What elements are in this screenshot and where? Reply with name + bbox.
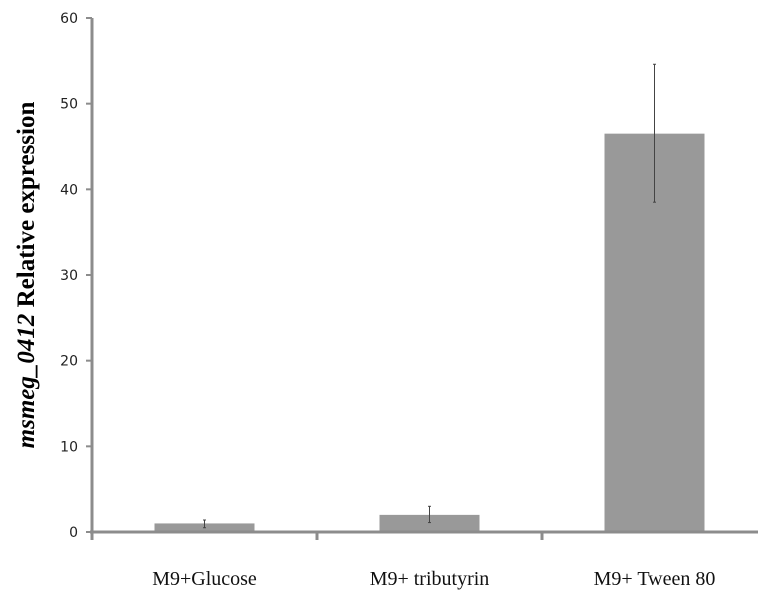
y-ticks-layer: 0 10 20 30 40 50 60 [60, 11, 92, 541]
axes-layer [90, 18, 758, 540]
y-axis-label-gene: msmeg_0412 [13, 314, 40, 449]
error-bar-0 [203, 519, 206, 529]
y-tick-label: 20 [60, 354, 78, 370]
error-bar-1 [428, 505, 431, 524]
error-bar-2 [653, 63, 656, 203]
y-tick-label: 60 [60, 11, 78, 27]
y-tick-label: 10 [60, 439, 78, 455]
x-category-label: M9+Glucose [152, 568, 257, 590]
x-ticks-layer: M9+Glucose M9+ tributyrin M9+ Tween 80 [90, 532, 716, 590]
x-category-label: M9+ Tween 80 [594, 568, 716, 590]
y-axis-label-rest: Relative expression [13, 102, 40, 314]
error-bars-layer [203, 63, 656, 529]
bar-1 [379, 514, 480, 532]
x-category-label: M9+ tributyrin [370, 568, 490, 590]
y-tick-label: 50 [60, 97, 78, 113]
y-tick-label: 30 [60, 268, 78, 284]
y-axis-label: msmeg_0412 Relative expression [13, 102, 40, 449]
bars-layer [154, 133, 705, 532]
y-tick-label: 0 [69, 525, 78, 541]
y-tick-label: 40 [60, 182, 78, 198]
